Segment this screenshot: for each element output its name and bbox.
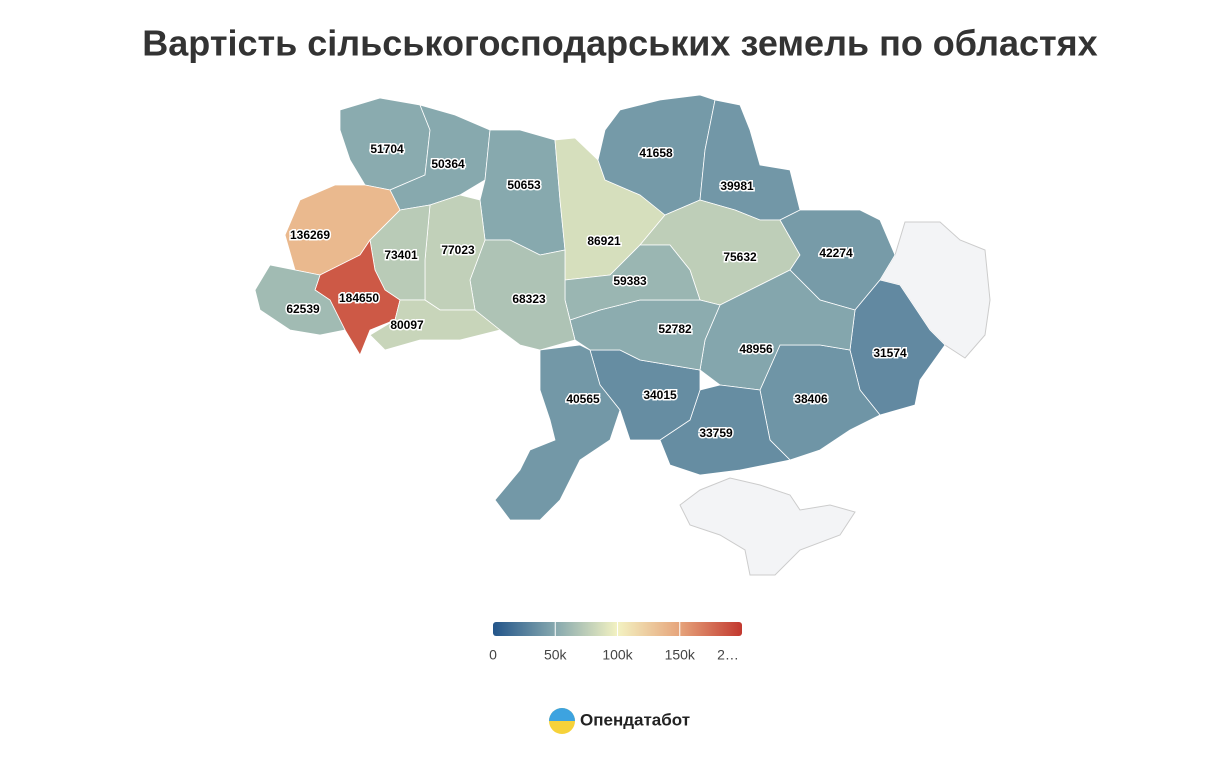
chart-title: Вартість сільськогосподарських земель по… — [142, 23, 1097, 64]
logo-icon-top — [549, 708, 575, 721]
source-logo: Опендатабот — [580, 710, 690, 729]
colorbar-tick-label: 100k — [602, 647, 633, 663]
region-value-label: 50364 — [431, 157, 465, 171]
region-value-label: 136269 — [290, 228, 330, 242]
colorbar-tick-label: 2… — [717, 647, 739, 663]
region-value-label: 41658 — [639, 146, 673, 160]
region-value-label: 75632 — [723, 250, 757, 264]
region-value-label: 38406 — [794, 392, 828, 406]
region-value-label: 40565 — [566, 392, 600, 406]
region-value-label: 51704 — [370, 142, 404, 156]
regions — [254, 94, 991, 576]
region — [254, 264, 346, 336]
region-value-label: 39981 — [720, 179, 754, 193]
colorbar-tick-label: 0 — [489, 647, 497, 663]
colorbar-tick-label: 50k — [544, 647, 568, 663]
region-value-label: 184650 — [339, 291, 379, 305]
region-value-label: 59383 — [613, 274, 647, 288]
region-value-label: 33759 — [699, 426, 733, 440]
region-value-label: 80097 — [390, 318, 424, 332]
region — [494, 344, 621, 521]
region-value-label: 62539 — [286, 302, 320, 316]
region — [479, 129, 566, 256]
colorbar-tick-label: 150k — [665, 647, 696, 663]
region-value-label: 50653 — [507, 178, 541, 192]
region-value-label: 34015 — [643, 388, 677, 402]
region-value-label: 77023 — [441, 243, 475, 257]
crimea — [679, 477, 856, 576]
region-value-label: 68323 — [512, 292, 546, 306]
region-value-label: 86921 — [587, 234, 621, 248]
labels: 51704 50364 50653 86921 41658 39981 75632 42274… — [285, 141, 909, 442]
region-value-label: 31574 — [873, 346, 907, 360]
region-value-label: 48956 — [739, 342, 773, 356]
region-value-label: 73401 — [384, 248, 418, 262]
region-value-label: 52782 — [658, 322, 692, 336]
region-value-label: 42274 — [819, 246, 853, 260]
region — [699, 99, 801, 221]
region — [369, 299, 501, 351]
